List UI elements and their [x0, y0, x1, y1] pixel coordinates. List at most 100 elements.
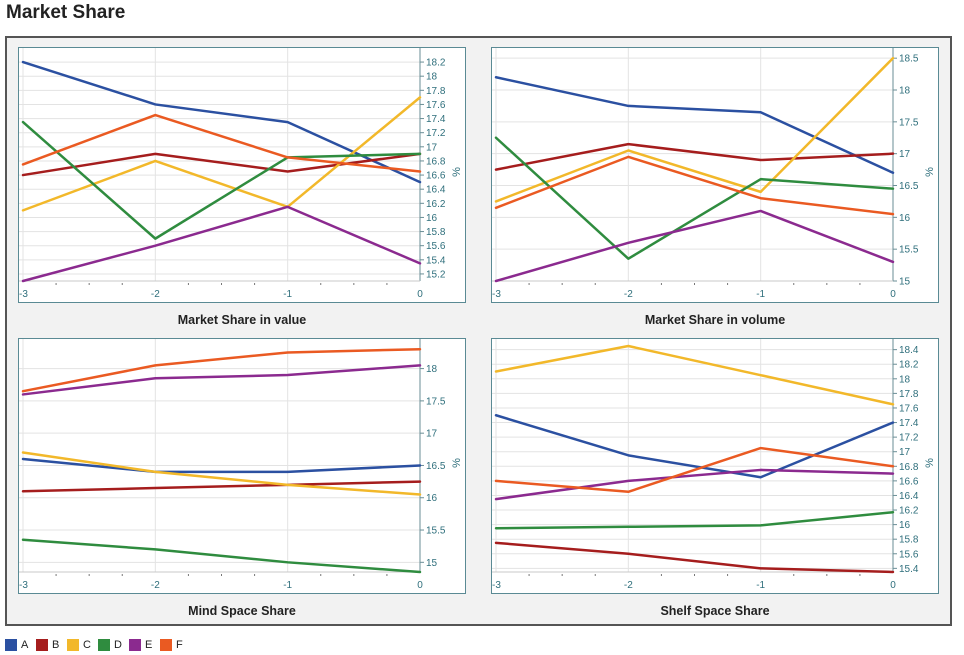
- chart-panel-value: 15.2 15.4 15.6 15.8 16 16.2 16.4 16.6 16.8 17 17.2…: [18, 47, 466, 333]
- y-tick-label: 17.8: [426, 86, 446, 97]
- x-tick-label: -3: [492, 580, 501, 591]
- series-line-a: [21, 457, 422, 474]
- y-tick-label: 18.4: [899, 345, 919, 356]
- chart-svg-value: 15.2 15.4 15.6 15.8 16 16.2 16.4 16.6 16.8 17 17.2…: [18, 47, 466, 303]
- y-tick-label: 17.5: [899, 117, 919, 128]
- y-tick-label: 17: [426, 429, 438, 440]
- x-tick-label: -3: [19, 289, 28, 300]
- y-tick-label: 15.8: [426, 227, 446, 238]
- y-tick-label: 17.6: [426, 100, 446, 111]
- x-tick-label: -2: [624, 289, 633, 300]
- y-tick-label: 16.5: [426, 461, 446, 472]
- y-tick-label: 16.2: [899, 506, 919, 517]
- x-tick-label: 0: [417, 289, 423, 300]
- series-line-e: [494, 209, 895, 283]
- legend-label: E: [145, 639, 153, 651]
- series-line-b: [21, 480, 422, 493]
- y-tick-label: 17.4: [899, 418, 919, 429]
- legend-label: F: [176, 639, 183, 651]
- series-line-e: [21, 205, 422, 283]
- x-tick-label: 0: [417, 580, 423, 591]
- x-tick-label: -2: [151, 580, 160, 591]
- x-tick-label: -2: [624, 580, 633, 591]
- y-tick-label: 17: [899, 447, 911, 458]
- y-tick-label: 18: [899, 374, 911, 385]
- y-tick-label: 15.6: [899, 549, 919, 560]
- legend-label: A: [21, 639, 29, 651]
- legend-swatch: [36, 639, 48, 651]
- series-line-a: [494, 76, 895, 175]
- series-line-f: [494, 446, 895, 494]
- chart-svg-shelf-space: 15.4 15.6 15.8 16 16.2 16.4 16.6 16.8 17 17.2 17.4…: [491, 338, 939, 594]
- y-tick-label: 16.6: [426, 171, 446, 182]
- series-line-d: [494, 510, 895, 530]
- chart-panel-shelf-space: 15.4 15.6 15.8 16 16.2 16.4 16.6 16.8 17 17.2 17.4…: [491, 338, 939, 624]
- y-tick-label: 16.8: [426, 156, 446, 167]
- y-tick-label: 16.8: [899, 462, 919, 473]
- page-title: Market Share: [6, 2, 126, 23]
- y-axis-label: %: [924, 458, 936, 468]
- y-tick-label: 18: [426, 364, 438, 375]
- chart-panel-mind-space: 15 15.5 16 16.5 17 17.5 18 -3 -2 -1 0% Mind Space …: [18, 338, 466, 624]
- x-tick-label: -1: [756, 289, 765, 300]
- y-axis-label: %: [451, 167, 463, 177]
- chart-panel-volume: 15 15.5 16 16.5 17 17.5 18 18.5 -3 -2 -1 0% Market …: [491, 47, 939, 333]
- series-line-a: [494, 414, 895, 479]
- legend-label: D: [114, 639, 122, 651]
- series-line-c: [494, 56, 895, 203]
- y-tick-label: 16: [899, 520, 911, 531]
- y-tick-label: 17.2: [426, 128, 446, 139]
- legend-swatch: [5, 639, 17, 651]
- series-line-e: [494, 468, 895, 501]
- y-tick-label: 17.2: [899, 433, 919, 444]
- y-tick-label: 16.2: [426, 199, 446, 210]
- y-tick-label: 15.5: [899, 245, 919, 256]
- x-tick-label: -2: [151, 289, 160, 300]
- y-tick-label: 18.5: [899, 54, 919, 65]
- x-tick-label: -3: [19, 580, 28, 591]
- x-tick-label: -1: [283, 580, 292, 591]
- series-line-c: [21, 451, 422, 496]
- legend-swatch: [129, 639, 141, 651]
- chart-title: Mind Space Share: [188, 604, 296, 618]
- legend-swatch: [67, 639, 79, 651]
- series-line-d: [21, 120, 422, 240]
- series-line-b: [494, 142, 895, 171]
- legend-label: B: [52, 639, 60, 651]
- y-tick-label: 15: [426, 558, 438, 569]
- chart-title: Market Share in value: [177, 313, 307, 327]
- y-tick-label: 15.5: [426, 526, 446, 537]
- series-line-d: [494, 136, 895, 260]
- y-tick-label: 15: [899, 277, 911, 288]
- chart-svg-mind-space: 15 15.5 16 16.5 17 17.5 18 -3 -2 -1 0%: [18, 338, 466, 594]
- series-line-b: [21, 152, 422, 177]
- y-tick-label: 17: [426, 142, 438, 153]
- y-tick-label: 15.4: [899, 564, 919, 575]
- y-tick-label: 16: [426, 213, 438, 224]
- chart-title: Shelf Space Share: [660, 604, 770, 618]
- x-tick-label: 0: [890, 580, 896, 591]
- y-tick-label: 17: [899, 149, 911, 160]
- chart-svg-volume: 15 15.5 16 16.5 17 17.5 18 18.5 -3 -2 -1 0%: [491, 47, 939, 303]
- x-tick-label: -1: [756, 580, 765, 591]
- y-axis-label: %: [924, 167, 936, 177]
- series-line-b: [494, 541, 895, 574]
- series-line-f: [21, 113, 422, 173]
- y-tick-label: 16.5: [899, 181, 919, 192]
- series-line-e: [21, 364, 422, 396]
- y-tick-label: 17.5: [426, 396, 446, 407]
- y-tick-label: 15.2: [426, 269, 446, 280]
- series-line-c: [494, 344, 895, 406]
- x-tick-label: -3: [492, 289, 501, 300]
- y-tick-label: 15.4: [426, 255, 446, 266]
- y-axis-label: %: [451, 458, 463, 468]
- series-line-f: [494, 155, 895, 216]
- y-tick-label: 18.2: [426, 58, 446, 69]
- y-tick-label: 18: [899, 86, 911, 97]
- y-tick-label: 16.4: [426, 185, 446, 196]
- y-tick-label: 15.8: [899, 535, 919, 546]
- y-tick-label: 16.6: [899, 476, 919, 487]
- y-tick-label: 16: [899, 213, 911, 224]
- y-tick-label: 16: [426, 493, 438, 504]
- y-tick-label: 17.4: [426, 114, 446, 125]
